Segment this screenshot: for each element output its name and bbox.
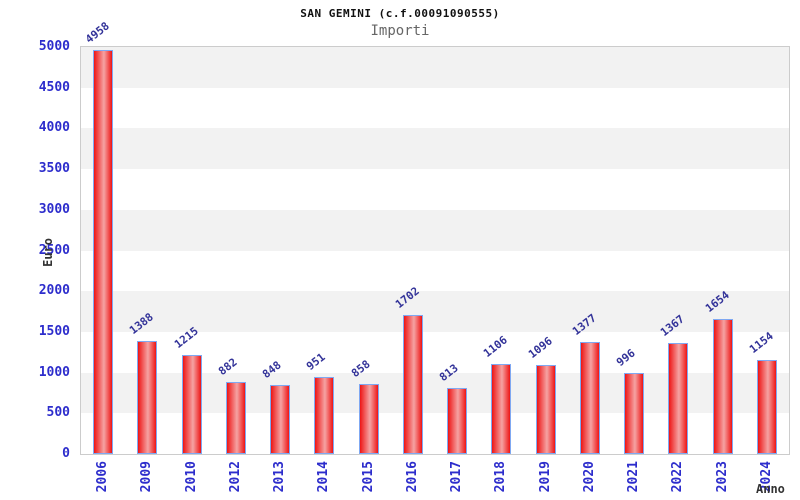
- grid-band-white: [81, 169, 789, 210]
- x-tick-2010: 2010: [183, 461, 199, 493]
- bar-2009: [137, 341, 158, 454]
- grid-band-gray: [81, 128, 789, 170]
- y-tick-label: 3000: [38, 201, 70, 217]
- y-axis-title: Euro: [41, 238, 55, 267]
- chart-subtitle: Importi: [370, 23, 430, 39]
- grid-band-gray: [81, 291, 789, 332]
- bar-2023: [712, 319, 733, 454]
- y-tick-label: 1000: [38, 364, 70, 380]
- bar-2019: [535, 364, 556, 454]
- x-tick-2018: 2018: [493, 461, 509, 493]
- x-tick-2021: 2021: [626, 461, 642, 493]
- chart-title: SAN GEMINI (c.f.00091090555): [300, 7, 500, 20]
- y-tick-label: 5000: [38, 39, 70, 54]
- x-tick-2019: 2019: [537, 461, 553, 493]
- bar-2010: [181, 355, 202, 454]
- bar-2017: [447, 387, 468, 454]
- x-tick-2016: 2016: [404, 461, 420, 493]
- bar-2018: [491, 363, 512, 454]
- x-tick-2022: 2022: [670, 461, 686, 493]
- y-tick-label: 0: [62, 446, 70, 461]
- grid-band-white: [81, 88, 789, 129]
- y-tick-label: 2500: [38, 242, 70, 258]
- bar-2012: [225, 382, 246, 454]
- plot-area: 4958 1388 1215 882 848 951 858 1702 813 1106 1096 1…: [80, 20, 790, 455]
- y-tick-label: 3500: [38, 161, 70, 177]
- bar-2015: [358, 384, 379, 454]
- x-tick-2020: 2020: [581, 461, 597, 493]
- bar-2016: [402, 315, 423, 454]
- bar-2014: [314, 376, 335, 454]
- x-tick-2017: 2017: [449, 461, 465, 493]
- x-tick-2015: 2015: [360, 461, 376, 493]
- y-tick-label: 4500: [38, 79, 70, 95]
- grid-band-gray: [81, 209, 789, 251]
- x-tick-2012: 2012: [227, 461, 243, 493]
- x-axis-title: Anno: [756, 482, 785, 496]
- y-tick-label: 4000: [38, 120, 70, 136]
- y-tick-label: 500: [46, 405, 70, 421]
- bar-2024: [756, 360, 777, 454]
- x-tick-2006: 2006: [95, 461, 111, 493]
- bar-2006: [93, 50, 114, 454]
- x-tick-2013: 2013: [272, 461, 288, 493]
- bar-2021: [624, 372, 645, 454]
- y-tick-label: 2000: [38, 283, 70, 299]
- y-tick-label: 1500: [38, 323, 70, 339]
- bar-2022: [668, 342, 689, 454]
- x-tick-2023: 2023: [714, 461, 730, 493]
- x-tick-2009: 2009: [139, 461, 155, 493]
- grid-band-white: [81, 251, 789, 292]
- grid-band-gray: [81, 47, 789, 88]
- bar-2013: [270, 384, 291, 454]
- bar-2020: [579, 341, 600, 454]
- x-tick-2014: 2014: [316, 461, 332, 493]
